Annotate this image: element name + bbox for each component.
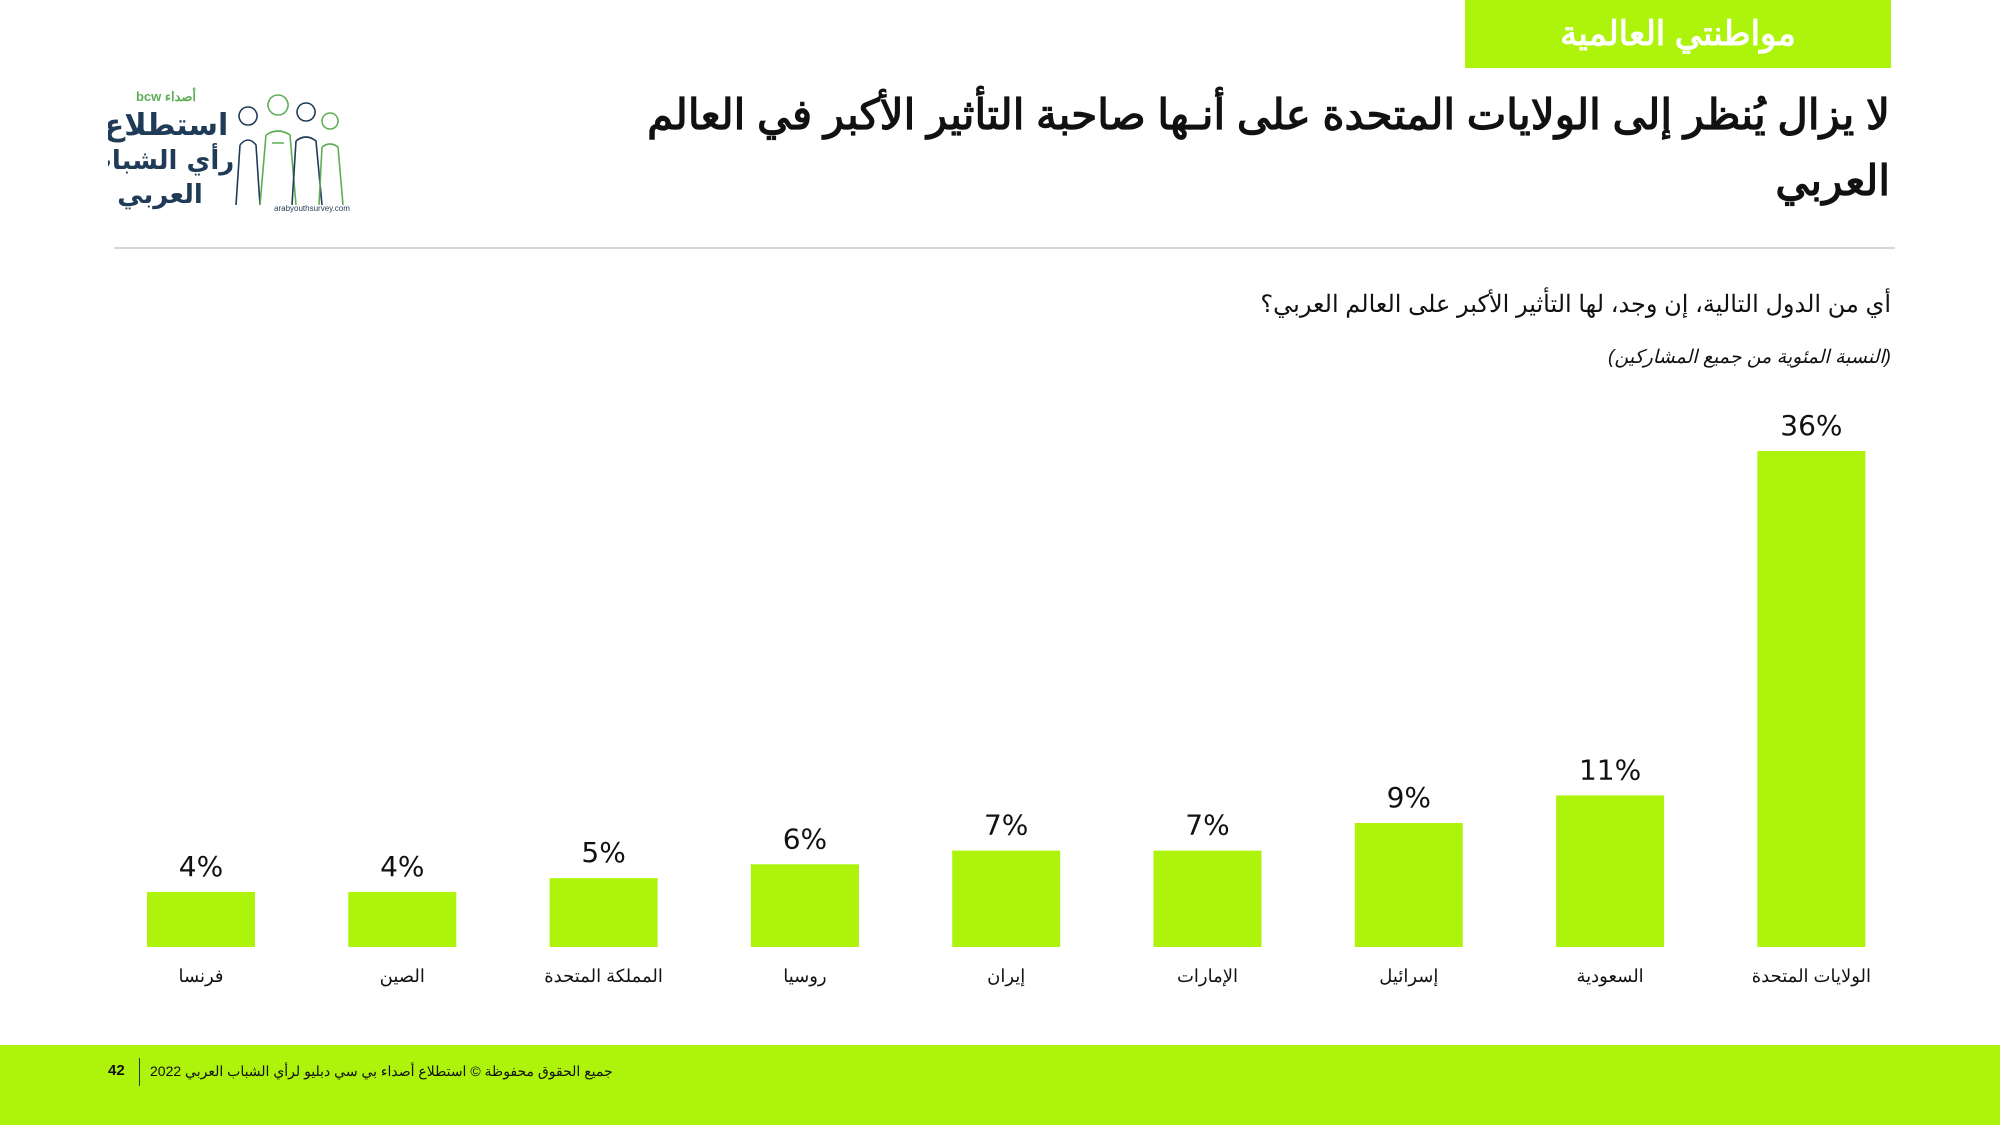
bar-2 bbox=[549, 878, 658, 947]
category-label-2: المملكة المتحدة bbox=[544, 966, 663, 986]
bar-4 bbox=[952, 850, 1061, 947]
category-label-4: إيران bbox=[987, 966, 1025, 987]
bar-7 bbox=[1556, 795, 1665, 947]
footer-separator bbox=[139, 1058, 140, 1086]
logo-figures-illustration bbox=[235, 94, 344, 206]
data-label-5: 7% bbox=[1185, 809, 1229, 842]
arab-youth-survey-logo: bcw أصداء استطلاع رأي الشباب العربي arab… bbox=[108, 88, 350, 213]
data-label-3: 6% bbox=[783, 822, 827, 855]
bar-3 bbox=[750, 864, 859, 947]
bar-1 bbox=[348, 891, 457, 947]
bar-8 bbox=[1757, 451, 1866, 947]
section-tag-label: مواطنتي العالمية bbox=[1560, 15, 1796, 53]
data-label-2: 5% bbox=[581, 836, 625, 869]
data-label-1: 4% bbox=[380, 850, 424, 883]
footer-copyright: جميع الحقوق محفوظة © استطلاع أصداء بي سي… bbox=[150, 1063, 613, 1079]
logo-brand: bcw أصداء bbox=[136, 88, 196, 104]
footer-bar bbox=[0, 1045, 2000, 1125]
data-label-4: 7% bbox=[984, 809, 1028, 842]
category-label-7: السعودية bbox=[1576, 966, 1643, 987]
category-label-5: الإمارات bbox=[1177, 966, 1238, 987]
data-label-7: 11% bbox=[1579, 753, 1641, 786]
survey-question: أي من الدول التالية، إن وجد، لها التأثير… bbox=[1260, 291, 1891, 318]
data-label-8: 36% bbox=[1780, 409, 1842, 442]
logo-url: arabyouthsurvey.com bbox=[274, 204, 350, 213]
header-divider bbox=[114, 247, 1895, 249]
slide-title: لا يزال يُنظر إلى الولايات المتحدة على أ… bbox=[647, 91, 1890, 204]
page-number: 42 bbox=[108, 1062, 125, 1079]
bar-0 bbox=[147, 891, 255, 947]
category-label-8: الولايات المتحدة bbox=[1752, 966, 1871, 987]
bar-6 bbox=[1354, 823, 1463, 947]
section-tag: مواطنتي العالمية bbox=[1465, 0, 1891, 68]
data-label-0: 4% bbox=[179, 850, 223, 883]
category-label-1: الصين bbox=[380, 966, 425, 987]
data-label-6: 9% bbox=[1387, 781, 1431, 814]
base-note: (النسبة المئوية من جميع المشاركين) bbox=[1608, 347, 1891, 368]
logo-name-line1: استطلاع bbox=[108, 108, 228, 143]
logo-name-line2: رأي الشباب bbox=[108, 143, 234, 176]
category-label-3: روسيا bbox=[783, 966, 826, 987]
category-label-0: فرنسا bbox=[178, 966, 223, 987]
logo-name-line3: العربي bbox=[117, 180, 203, 210]
bar-5 bbox=[1153, 850, 1262, 947]
category-label-6: إسرائيل bbox=[1379, 966, 1438, 987]
